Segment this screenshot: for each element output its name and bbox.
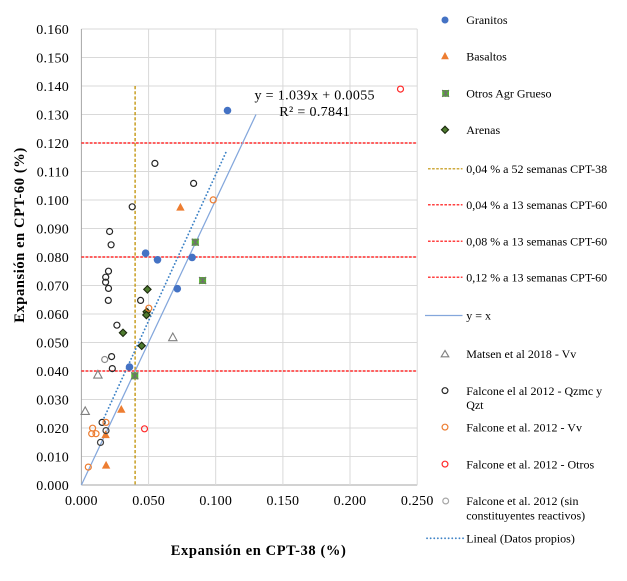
- svg-text:0.100: 0.100: [36, 194, 69, 209]
- svg-text:Falcone et al. 2012 - Otros: Falcone et al. 2012 - Otros: [466, 457, 594, 471]
- svg-text:0.150: 0.150: [267, 494, 300, 509]
- svg-text:y = x: y = x: [466, 309, 491, 323]
- svg-text:Granitos: Granitos: [466, 13, 508, 27]
- svg-text:0.050: 0.050: [36, 336, 69, 351]
- svg-text:Expansión en CPT-60 (%): Expansión en CPT-60 (%): [12, 147, 28, 323]
- svg-text:0.100: 0.100: [199, 494, 232, 509]
- svg-text:R² = 0.7841: R² = 0.7841: [279, 105, 350, 120]
- svg-text:constituyentes reactivos): constituyentes reactivos): [466, 509, 585, 523]
- svg-text:0.160: 0.160: [36, 23, 69, 38]
- svg-text:0.040: 0.040: [36, 365, 69, 380]
- svg-text:Arenas: Arenas: [466, 123, 500, 137]
- svg-text:0.110: 0.110: [37, 165, 69, 180]
- svg-text:0.050: 0.050: [132, 494, 165, 509]
- svg-text:Falcone el al 2012 - Qzmc y: Falcone el al 2012 - Qzmc y: [466, 384, 602, 398]
- svg-text:0.070: 0.070: [36, 279, 69, 294]
- svg-text:0.150: 0.150: [36, 51, 69, 66]
- svg-text:0,04 % a 13 semanas CPT-60: 0,04 % a 13 semanas CPT-60: [466, 198, 607, 212]
- svg-text:0.140: 0.140: [36, 80, 69, 95]
- svg-text:Otros Agr Grueso: Otros Agr Grueso: [466, 87, 551, 101]
- svg-text:0.010: 0.010: [36, 450, 69, 465]
- svg-text:0.000: 0.000: [36, 479, 69, 494]
- svg-text:0.250: 0.250: [401, 494, 434, 509]
- svg-text:Basaltos: Basaltos: [466, 49, 507, 63]
- svg-text:0.090: 0.090: [36, 222, 69, 237]
- svg-text:Falcone et al. 2012 - Vv: Falcone et al. 2012 - Vv: [466, 420, 582, 434]
- svg-text:0.030: 0.030: [36, 393, 69, 408]
- svg-text:Qzt: Qzt: [466, 398, 484, 412]
- svg-text:Lineal (Datos propios): Lineal (Datos propios): [466, 532, 575, 546]
- svg-text:Expansión en CPT-38 (%): Expansión en CPT-38 (%): [171, 543, 347, 559]
- svg-text:0,08 % a 13 semanas CPT-60: 0,08 % a 13 semanas CPT-60: [466, 234, 607, 248]
- svg-text:0,12 % a 13 semanas CPT-60: 0,12 % a 13 semanas CPT-60: [466, 270, 607, 284]
- svg-text:0.200: 0.200: [334, 494, 367, 509]
- svg-text:0,04 % a 52 semanas CPT-38: 0,04 % a 52 semanas CPT-38: [466, 162, 607, 176]
- svg-text:Falcone et al. 2012 (sin: Falcone et al. 2012 (sin: [466, 494, 578, 508]
- svg-text:0.080: 0.080: [36, 251, 69, 266]
- svg-text:0.000: 0.000: [65, 494, 98, 509]
- svg-text:0.020: 0.020: [36, 422, 69, 437]
- svg-text:0.060: 0.060: [36, 308, 69, 323]
- svg-text:y = 1.039x + 0.0055: y = 1.039x + 0.0055: [254, 89, 374, 104]
- svg-text:Matsen et al 2018 - Vv: Matsen et al 2018 - Vv: [466, 347, 576, 361]
- svg-text:0.120: 0.120: [36, 137, 69, 152]
- svg-text:0.130: 0.130: [36, 108, 69, 123]
